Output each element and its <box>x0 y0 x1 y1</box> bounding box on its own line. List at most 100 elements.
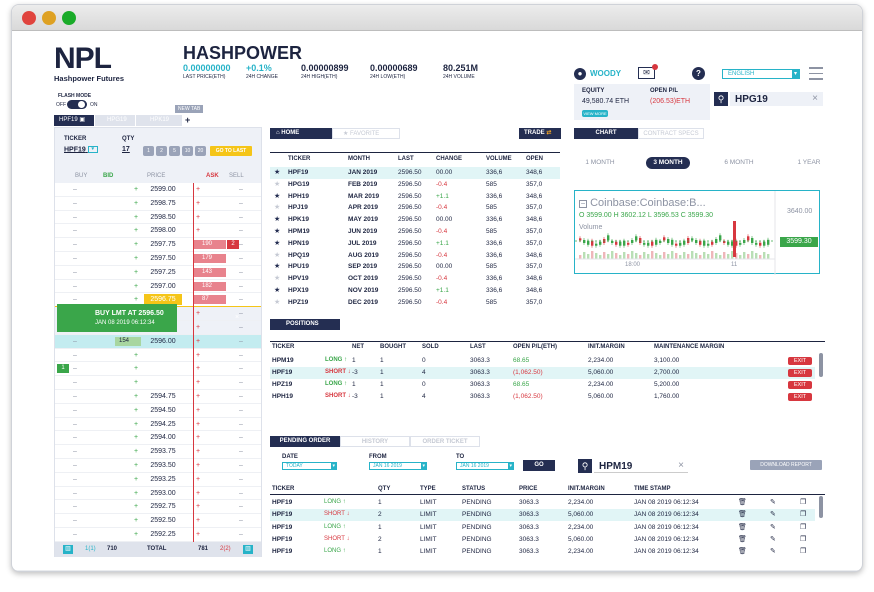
mail-icon[interactable]: ✉ <box>638 64 658 79</box>
sell-cell[interactable]: – <box>239 351 243 359</box>
trash-left-icon[interactable]: ▥ <box>63 545 73 554</box>
tab-hpg19[interactable]: HPG19 <box>95 115 135 126</box>
copy-icon[interactable]: ❐ <box>800 523 807 531</box>
sell-cell[interactable]: – <box>239 462 243 469</box>
edit-icon[interactable]: ✎ <box>770 535 776 543</box>
bid-plus[interactable]: + <box>134 420 139 428</box>
buy-cell[interactable]: – <box>73 296 77 304</box>
bid-plus[interactable]: + <box>134 282 139 290</box>
position-row[interactable]: HPM19 LONG ↑ 1 1 0 3063.3 68.65 2,234.00 3,100.0… <box>270 355 815 367</box>
market-row[interactable]: ★ HPK19 MAY 2019 2596.50 00.00 336,6 348,6 <box>270 214 560 226</box>
bid-plus[interactable]: + <box>134 365 139 373</box>
positions-header-2[interactable]: BOUGHT <box>380 344 406 350</box>
bid-plus[interactable]: + <box>134 351 139 359</box>
pending-tab-1[interactable]: HISTORY <box>340 436 410 447</box>
close-dot[interactable] <box>22 11 36 25</box>
delete-icon[interactable]: 🗑 <box>738 523 747 531</box>
sell-cell[interactable]: – <box>239 517 243 525</box>
star-icon[interactable]: ★ <box>274 192 281 200</box>
buy-cell[interactable]: – <box>73 186 77 193</box>
ask-plus[interactable]: + <box>196 462 201 469</box>
bid-plus[interactable]: + <box>134 296 139 304</box>
bid-plus[interactable]: + <box>134 517 139 525</box>
buy-cell[interactable]: – <box>73 462 77 469</box>
menu-icon[interactable] <box>809 67 823 80</box>
star-icon[interactable]: ★ <box>274 204 281 212</box>
position-row[interactable]: HPF19 SHORT ↓ -3 1 4 3063.3 (1,062.50) 5,060.00… <box>270 367 815 379</box>
buy-cell[interactable]: – <box>73 379 77 387</box>
sell-cell[interactable]: – <box>239 489 243 497</box>
ask-plus[interactable]: + <box>196 365 201 373</box>
bid-plus[interactable]: + <box>134 199 139 207</box>
sell-cell[interactable]: – <box>239 448 243 456</box>
positions-scrollbar[interactable] <box>819 353 823 377</box>
language-select[interactable]: ENGLISH ▾ <box>722 69 800 79</box>
ladder-row[interactable]: – – + + <box>55 348 261 363</box>
ask-plus[interactable]: + <box>196 517 201 525</box>
go-button[interactable]: GO <box>523 460 555 471</box>
buy-cell[interactable]: – <box>73 420 77 428</box>
edit-icon[interactable]: ✎ <box>770 511 776 519</box>
range-button-2[interactable]: 6 MONTH <box>724 159 754 166</box>
sell-cell[interactable]: – <box>239 379 243 387</box>
ask-plus[interactable]: + <box>196 379 201 387</box>
exit-button[interactable]: EXIT <box>788 393 812 401</box>
qty-preset-button[interactable]: 20 <box>195 146 206 156</box>
sell-cell[interactable]: – <box>239 365 243 373</box>
buy-cell[interactable]: – <box>73 241 77 249</box>
bid-plus[interactable]: + <box>134 213 139 221</box>
buy-cell[interactable]: – <box>73 448 77 456</box>
pending-header-4[interactable]: PRICE <box>519 486 538 492</box>
ladder-row[interactable]: – – + +2594.25 <box>55 417 261 432</box>
buy-cell[interactable]: – <box>73 434 77 442</box>
pending-row[interactable]: HPF19 LONG ↑ 1 LIMIT PENDING 3063.3 2,234.00 JA… <box>270 497 815 509</box>
flash-toggle[interactable] <box>67 100 87 109</box>
edit-icon[interactable]: ✎ <box>770 548 776 556</box>
toast-close-icon[interactable]: × <box>235 314 240 321</box>
username[interactable]: WOODY <box>590 69 622 78</box>
bid-plus[interactable]: + <box>134 379 139 387</box>
pending-header-2[interactable]: TYPE <box>420 486 436 492</box>
star-icon[interactable]: ★ <box>274 298 281 306</box>
buy-cell[interactable]: – <box>73 531 77 538</box>
positions-header-4[interactable]: LAST <box>470 344 486 350</box>
sell-cell[interactable]: – <box>239 268 243 276</box>
order-toast[interactable]: BUY LMT AT 2596.50 JAN 08 2019 06:12:34 … <box>57 304 239 332</box>
sell-cell[interactable]: – <box>239 420 243 428</box>
market-row[interactable]: ★ HPV19 OCT 2019 2596.50 -0.4 336,6 348,6 <box>270 273 560 285</box>
bid-plus[interactable]: + <box>134 406 139 414</box>
buy-cell[interactable]: – <box>73 268 77 276</box>
range-button-3[interactable]: 1 YEAR <box>797 159 821 166</box>
sell-cell[interactable]: – <box>239 255 243 262</box>
bid-plus[interactable]: + <box>134 393 139 400</box>
pending-clear-icon[interactable]: × <box>678 460 684 471</box>
tab-hpk19[interactable]: HPK19 <box>136 115 182 126</box>
ask-plus[interactable]: + <box>196 503 201 511</box>
market-row[interactable]: ★ HPQ19 AUG 2019 2596.50 -0.4 336,6 348,6 <box>270 249 560 262</box>
ladder-row[interactable]: – – + +2594.00 <box>55 431 261 446</box>
star-icon[interactable]: ★ <box>274 228 281 235</box>
sell-cell[interactable]: – <box>239 227 243 235</box>
copy-icon[interactable]: ❐ <box>800 548 807 556</box>
ask-plus[interactable]: + <box>196 475 201 483</box>
buy-cell[interactable]: – <box>73 406 77 414</box>
minimize-dot[interactable] <box>42 11 56 25</box>
date-select[interactable]: TODAY ▾ <box>282 462 337 470</box>
positions-header-3[interactable]: SOLD <box>422 344 439 350</box>
star-icon[interactable]: ★ <box>274 263 281 271</box>
pending-header-0[interactable]: TICKER <box>272 486 295 492</box>
ticker-select[interactable]: HPF19 ▾ <box>64 146 98 153</box>
from-date-select[interactable]: JAN 16 2019 ▾ <box>369 462 427 470</box>
ladder-row[interactable]: – – + +2592.50 <box>55 514 261 529</box>
sell-cell[interactable]: – <box>239 324 243 331</box>
ask-plus[interactable]: + <box>196 448 201 456</box>
pending-scrollbar[interactable] <box>819 496 823 518</box>
buy-cell[interactable]: – <box>73 517 77 525</box>
market-row[interactable]: ★ HPJ19 APR 2019 2596.50 -0.4 585 357,0 <box>270 202 560 214</box>
star-icon[interactable]: ★ <box>274 180 281 188</box>
ask-plus[interactable]: + <box>196 324 201 331</box>
ask-plus[interactable]: + <box>196 420 201 428</box>
buy-cell[interactable]: – <box>73 475 77 483</box>
